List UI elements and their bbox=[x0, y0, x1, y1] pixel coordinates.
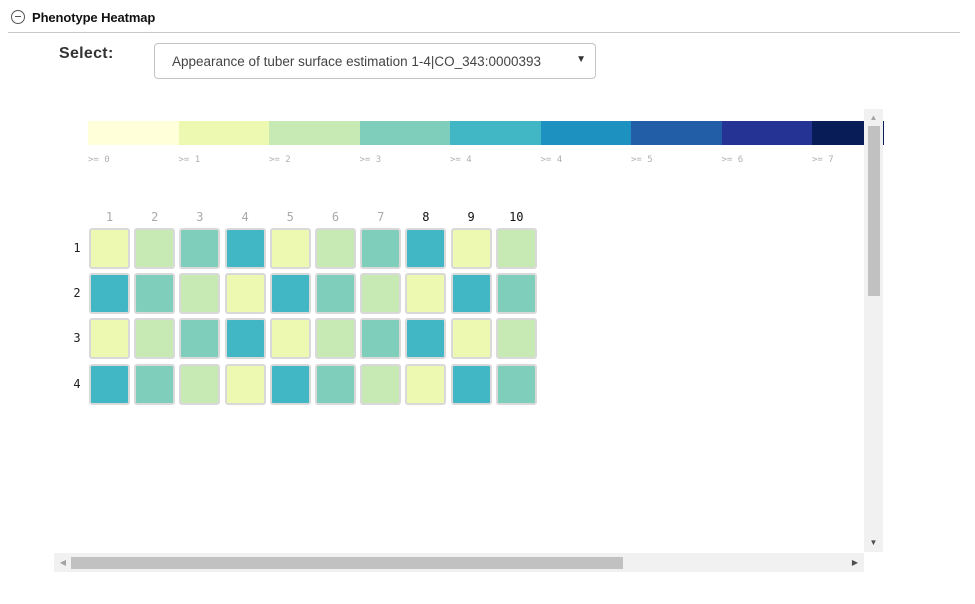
arrow-left-icon[interactable]: ◀ bbox=[59, 558, 67, 567]
triangle-down-icon: ▼ bbox=[576, 54, 586, 65]
heatmap-cell[interactable] bbox=[179, 228, 221, 269]
heatmap-cell[interactable] bbox=[224, 363, 266, 405]
column-label: 4 bbox=[241, 210, 249, 224]
heatmap-cell[interactable] bbox=[269, 273, 311, 315]
legend-swatch bbox=[359, 121, 450, 145]
heatmap-cell[interactable] bbox=[405, 363, 447, 405]
heatmap-cell[interactable] bbox=[89, 363, 130, 405]
legend-label: >= 0 bbox=[88, 155, 110, 165]
heatmap-cell[interactable] bbox=[89, 318, 130, 360]
heatmap-cell[interactable] bbox=[179, 363, 221, 405]
legend-label: >= 5 bbox=[631, 155, 653, 165]
legend-label: >= 6 bbox=[721, 155, 744, 165]
heatmap-cell[interactable] bbox=[495, 363, 537, 405]
heatmap-cell[interactable] bbox=[405, 273, 447, 315]
legend-swatch bbox=[721, 121, 812, 145]
row-label: 1 bbox=[73, 241, 81, 255]
heatmap-cell[interactable] bbox=[224, 228, 266, 269]
column-label: 9 bbox=[467, 210, 475, 224]
legend-label: >= 4 bbox=[540, 155, 563, 165]
heatmap-cell[interactable] bbox=[315, 363, 356, 405]
heatmap-cell[interactable] bbox=[450, 363, 492, 405]
heatmap-cell[interactable] bbox=[315, 228, 356, 269]
heatmap-cell[interactable] bbox=[179, 318, 221, 360]
trait-select[interactable]: Appearance of tuber surface estimation 1… bbox=[154, 43, 596, 79]
heatmap-cell[interactable] bbox=[360, 363, 402, 405]
heatmap-cell[interactable] bbox=[450, 273, 492, 315]
row-label: 3 bbox=[73, 331, 81, 346]
legend-swatch bbox=[88, 121, 179, 145]
legend-swatch bbox=[178, 121, 269, 145]
heatmap-cell[interactable] bbox=[89, 228, 130, 269]
legend-labels: >= 0 >= 1 >= 2 >= 3 >= 4 >= 4 >= 5 >= 6 >= 7 bbox=[88, 155, 865, 169]
heatmap-cell[interactable] bbox=[495, 273, 537, 315]
trait-select-value: Appearance of tuber surface estimation 1… bbox=[172, 54, 541, 69]
vertical-scroll-thumb[interactable] bbox=[868, 126, 880, 296]
legend-label: >= 4 bbox=[450, 155, 472, 165]
legend-swatch bbox=[631, 121, 722, 145]
legend-label: >= 7 bbox=[812, 155, 834, 165]
legend-label: >= 2 bbox=[269, 155, 291, 165]
legend-swatch bbox=[269, 121, 360, 145]
heatmap-cell[interactable] bbox=[360, 318, 402, 360]
arrow-up-icon[interactable]: ▲ bbox=[869, 113, 878, 122]
heatmap-cell[interactable] bbox=[134, 273, 176, 315]
column-label: 10 bbox=[509, 210, 524, 224]
panel-title: Phenotype Heatmap bbox=[32, 10, 156, 25]
heatmap-scroll-area: >= 0 >= 1 >= 2 >= 3 >= 4 >= 4 >= 5 >= 6 >= 7 1 2 3… bbox=[54, 109, 884, 572]
heatmap-cell[interactable] bbox=[134, 363, 176, 405]
heatmap-cell[interactable] bbox=[224, 318, 266, 360]
heatmap-cell[interactable] bbox=[134, 318, 176, 360]
legend-swatch bbox=[450, 121, 541, 145]
heatmap-cell[interactable] bbox=[134, 228, 176, 269]
heatmap-cell[interactable] bbox=[179, 273, 221, 315]
heatmap-cell[interactable] bbox=[450, 318, 492, 360]
minus-circle-icon[interactable] bbox=[11, 10, 25, 24]
legend-label: >= 1 bbox=[178, 155, 201, 165]
heatmap-cell[interactable] bbox=[360, 273, 402, 315]
heatmap-cell[interactable] bbox=[269, 228, 311, 269]
heatmap-cell[interactable] bbox=[495, 318, 537, 360]
arrow-right-icon[interactable]: ▶ bbox=[851, 558, 859, 567]
horizontal-scroll-thumb[interactable] bbox=[71, 557, 623, 569]
arrow-down-icon[interactable]: ▼ bbox=[869, 538, 878, 547]
heatmap-cell[interactable] bbox=[360, 228, 402, 269]
heatmap-cell[interactable] bbox=[315, 273, 356, 315]
column-label: 5 bbox=[286, 210, 294, 224]
heatmap-cell[interactable] bbox=[450, 228, 492, 269]
column-label: 2 bbox=[151, 210, 159, 224]
heatmap-cell[interactable] bbox=[405, 318, 447, 360]
color-legend bbox=[88, 121, 884, 145]
heatmap-cell[interactable] bbox=[224, 273, 266, 315]
heatmap-cell[interactable] bbox=[269, 363, 311, 405]
heatmap-cell[interactable] bbox=[495, 228, 537, 269]
column-label: 6 bbox=[331, 210, 340, 224]
column-label: 1 bbox=[105, 210, 114, 224]
column-label: 8 bbox=[422, 210, 430, 224]
heatmap-cell[interactable] bbox=[89, 273, 130, 315]
heatmap-cell[interactable] bbox=[269, 318, 311, 360]
row-label: 2 bbox=[73, 286, 81, 301]
row-label: 4 bbox=[73, 376, 81, 391]
panel-header: Phenotype Heatmap bbox=[8, 8, 960, 33]
select-label: Select: bbox=[59, 45, 114, 62]
heatmap-cell[interactable] bbox=[405, 228, 447, 269]
horizontal-scrollbar[interactable]: ◀ ▶ bbox=[54, 553, 864, 572]
column-label: 7 bbox=[377, 210, 385, 224]
column-label: 3 bbox=[196, 210, 204, 224]
legend-swatch bbox=[540, 121, 631, 145]
heatmap-cell[interactable] bbox=[315, 318, 356, 360]
vertical-scrollbar[interactable]: ▲ ▼ bbox=[864, 109, 883, 552]
legend-label: >= 3 bbox=[359, 155, 382, 165]
